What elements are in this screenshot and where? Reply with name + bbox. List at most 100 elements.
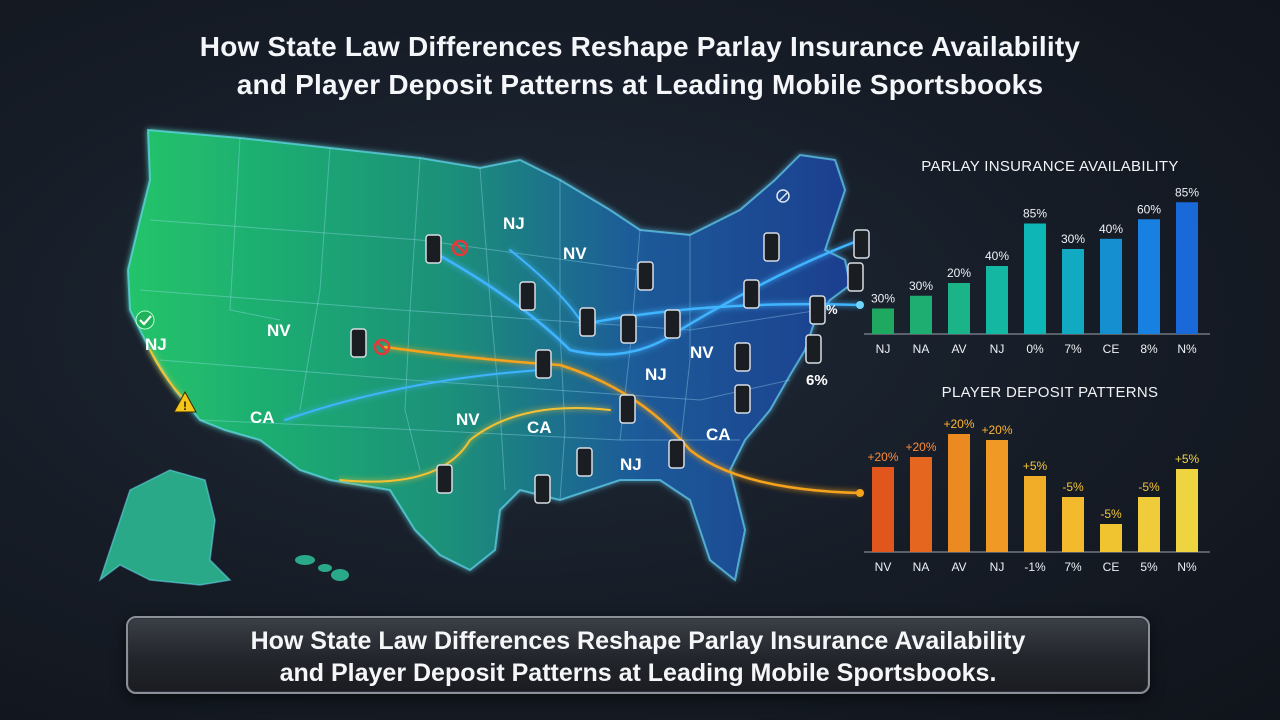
parlay-insurance-chart: 30% NJ 30% NA 20% AV 40% NJ 85% 0% 30% 7% 40% CE 60% 8%… xyxy=(864,185,1210,356)
phone-icon xyxy=(436,464,453,494)
yellow-route xyxy=(149,349,186,401)
bar xyxy=(910,295,932,334)
phone-icon xyxy=(576,447,593,477)
state-label: CA xyxy=(706,425,731,444)
checkmark-icon xyxy=(135,310,155,330)
route-endpoint xyxy=(856,489,864,497)
phone-icon xyxy=(809,295,826,325)
bar xyxy=(1100,524,1122,552)
alaska-shape xyxy=(98,469,232,586)
phone-icon xyxy=(519,281,536,311)
state-label: NJ xyxy=(620,455,642,474)
state-label: CA xyxy=(527,418,552,437)
no-signal-icon xyxy=(776,189,790,203)
svg-text:!: ! xyxy=(183,399,187,413)
phone-icon xyxy=(763,232,780,262)
x-tick-label: NA xyxy=(913,560,930,574)
bar xyxy=(1100,238,1122,334)
state-label: NJ xyxy=(503,214,525,233)
x-tick-label: -1% xyxy=(1024,560,1046,574)
bar xyxy=(1024,223,1046,334)
bar xyxy=(1138,219,1160,334)
state-labels: NJ NV NV CA NV CA NJ NV NJ CA NJ % 6% xyxy=(145,214,838,474)
x-tick-label: NJ xyxy=(990,560,1005,574)
side-label: % xyxy=(826,302,838,317)
x-tick-label: 0% xyxy=(1026,342,1044,356)
bar-data-label: 30% xyxy=(871,292,895,306)
x-tick-label: N% xyxy=(1177,342,1197,356)
phone-icon xyxy=(853,229,870,259)
phone-icon xyxy=(579,307,596,337)
phone-icon xyxy=(620,314,637,344)
bar-data-label: -5% xyxy=(1062,480,1084,494)
phone-icon xyxy=(619,394,636,424)
x-tick-label: N% xyxy=(1177,560,1197,574)
page-title: How State Law Differences Reshape Parlay… xyxy=(40,28,1240,104)
state-label: NJ xyxy=(645,365,667,384)
bar-data-label: 60% xyxy=(1137,202,1161,216)
bar-data-label: +20% xyxy=(943,417,974,431)
x-tick-label: NJ xyxy=(990,342,1005,356)
prohibited-icon xyxy=(451,239,469,257)
parlay-chart-title: PARLAY INSURANCE AVAILABILITY xyxy=(921,158,1179,175)
blue-route xyxy=(428,238,862,356)
state-label: NV xyxy=(563,244,587,263)
warning-icon: ! xyxy=(173,390,197,413)
x-tick-label: 5% xyxy=(1140,560,1158,574)
x-tick-label: CE xyxy=(1103,560,1120,574)
phone-icon xyxy=(668,439,685,469)
bar xyxy=(1138,497,1160,552)
bar-data-label: 30% xyxy=(909,279,933,293)
x-tick-label: AV xyxy=(951,560,966,574)
bar-data-label: 85% xyxy=(1175,185,1199,199)
player-deposit-chart: +20% NV +20% NA +20% AV +20% NJ +5% -1% -5% 7% -5% CE… xyxy=(864,417,1210,574)
deposit-chart-title: PLAYER DEPOSIT PATTERNS xyxy=(941,384,1159,401)
bar-data-label: +5% xyxy=(1175,452,1200,466)
side-label: 6% xyxy=(806,372,828,389)
state-label: NJ xyxy=(145,335,167,354)
bar-data-label: -5% xyxy=(1100,507,1122,521)
hawaii-shape xyxy=(295,555,349,581)
caption-line-2: and Player Deposit Patterns at Leading M… xyxy=(279,659,997,687)
x-tick-label: AV xyxy=(951,342,966,356)
blue-route xyxy=(509,249,581,321)
phone-icon xyxy=(734,384,751,414)
prohibited-icon xyxy=(373,338,391,356)
phone-icons xyxy=(350,229,870,504)
route-endpoint xyxy=(856,301,864,309)
x-tick-label: NV xyxy=(875,560,892,574)
x-tick-label: NJ xyxy=(876,342,891,356)
bar xyxy=(1062,497,1084,552)
page-title-line-2: and Player Deposit Patterns at Leading M… xyxy=(236,69,1044,100)
bar-data-label: -5% xyxy=(1138,480,1160,494)
us-sportsbook-map: ! NJ NV NV CA NV CA NJ NV NJ CA NJ % 6% xyxy=(98,128,870,586)
bar-data-label: +20% xyxy=(867,450,898,464)
phone-icon xyxy=(743,279,760,309)
bar-data-label: +20% xyxy=(905,440,936,454)
phone-icon xyxy=(637,261,654,291)
bar-data-label: +20% xyxy=(981,423,1012,437)
bar xyxy=(948,283,970,334)
bar-data-label: 20% xyxy=(947,266,971,280)
bar xyxy=(910,457,932,552)
phone-icon xyxy=(534,474,551,504)
phone-icon xyxy=(847,262,864,292)
bar-data-label: 85% xyxy=(1023,207,1047,221)
state-label: NV xyxy=(267,321,291,340)
bar xyxy=(948,434,970,552)
bar xyxy=(1024,476,1046,552)
bar-data-label: 30% xyxy=(1061,232,1085,246)
bar-data-label: 40% xyxy=(985,249,1009,263)
bar-data-label: 40% xyxy=(1099,222,1123,236)
bar xyxy=(1176,202,1198,334)
x-tick-label: NA xyxy=(913,342,930,356)
state-label: NV xyxy=(690,343,714,362)
phone-icon xyxy=(350,328,367,358)
phone-icon xyxy=(734,342,751,372)
x-tick-label: 7% xyxy=(1064,560,1082,574)
caption-banner: How State Law Differences Reshape Parlay… xyxy=(126,616,1150,694)
state-label: NV xyxy=(456,410,480,429)
state-label: CA xyxy=(250,408,275,427)
caption-line-1: How State Law Differences Reshape Parlay… xyxy=(250,627,1026,655)
page-title-line-1: How State Law Differences Reshape Parlay… xyxy=(199,31,1081,62)
